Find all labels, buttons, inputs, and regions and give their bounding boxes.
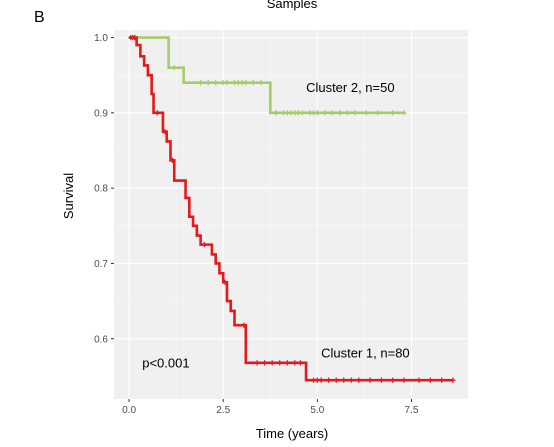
series-2 bbox=[128, 34, 456, 383]
censor-mark bbox=[378, 377, 384, 383]
censor-mark bbox=[390, 110, 396, 116]
censor-mark bbox=[205, 80, 211, 86]
x-axis-title: Time (years) bbox=[256, 426, 328, 441]
y-tick-label: 0.6 bbox=[94, 334, 108, 345]
censor-mark bbox=[222, 279, 228, 285]
censor-mark bbox=[314, 110, 320, 116]
censor-mark bbox=[297, 360, 304, 366]
y-tick-label: 0.7 bbox=[94, 259, 108, 270]
censor-mark bbox=[171, 65, 177, 71]
censor-mark bbox=[201, 242, 207, 248]
censor-mark bbox=[318, 377, 324, 383]
censor-mark bbox=[375, 110, 381, 116]
censor-mark bbox=[254, 360, 260, 366]
censor-mark bbox=[439, 377, 445, 383]
censor-mark bbox=[284, 360, 290, 366]
x-tick-label: 7.5 bbox=[405, 405, 419, 416]
y-axis-title: Survival bbox=[61, 173, 76, 219]
censor-mark bbox=[352, 110, 358, 116]
censor-mark bbox=[341, 377, 347, 383]
series-layer bbox=[128, 34, 456, 383]
chart-title: Samples bbox=[267, 0, 318, 11]
censor-mark bbox=[363, 110, 369, 116]
censor-mark bbox=[273, 110, 279, 116]
censor-mark bbox=[333, 377, 339, 383]
axes: 0.0 2.5 5.0 7.5 0.6 0.7 0.8 0.9 1.0 bbox=[94, 33, 419, 416]
censor-mark bbox=[337, 110, 343, 116]
censor-mark bbox=[326, 377, 332, 383]
censor-mark bbox=[416, 377, 422, 383]
annotation: p<0.001 bbox=[142, 355, 189, 370]
censor-mark bbox=[162, 129, 168, 135]
y-tick-label: 0.8 bbox=[94, 184, 108, 195]
censor-mark bbox=[344, 110, 351, 116]
censor-mark bbox=[427, 377, 433, 383]
survival-curve bbox=[129, 36, 404, 115]
gridlines bbox=[114, 30, 468, 399]
censor-mark bbox=[132, 34, 138, 41]
annotation: Cluster 2, n=50 bbox=[306, 80, 395, 95]
censor-mark bbox=[241, 322, 247, 328]
censor-mark bbox=[329, 110, 336, 116]
survival-curve bbox=[129, 36, 453, 382]
censor-mark bbox=[401, 377, 407, 383]
x-tick-label: 0.0 bbox=[122, 405, 136, 416]
annotation: Cluster 1, n=80 bbox=[321, 346, 410, 361]
censor-mark bbox=[243, 80, 249, 86]
x-tick-label: 5.0 bbox=[310, 405, 324, 416]
censor-mark bbox=[258, 80, 264, 86]
censor-mark bbox=[322, 110, 328, 116]
censor-mark bbox=[348, 377, 354, 383]
panel-label: B bbox=[34, 9, 45, 26]
plot-background bbox=[114, 30, 468, 399]
x-tick-label: 2.5 bbox=[216, 405, 230, 416]
censor-mark bbox=[169, 157, 175, 163]
censor-mark bbox=[250, 80, 256, 86]
censor-mark bbox=[213, 80, 219, 86]
y-tick-label: 0.9 bbox=[94, 108, 108, 119]
censor-mark bbox=[262, 360, 268, 366]
annotations: Cluster 2, n=50 Cluster 1, n=80 p<0.001 bbox=[142, 80, 409, 371]
censor-mark bbox=[269, 360, 275, 366]
censor-mark bbox=[224, 80, 230, 86]
series-1 bbox=[129, 36, 407, 116]
censor-mark bbox=[299, 110, 305, 116]
censor-mark bbox=[277, 360, 283, 366]
censor-mark bbox=[154, 110, 160, 116]
censor-mark bbox=[356, 377, 362, 383]
censor-mark bbox=[390, 377, 396, 383]
censor-mark bbox=[401, 110, 407, 116]
censor-mark bbox=[367, 377, 373, 383]
censor-mark bbox=[292, 360, 298, 366]
y-tick-label: 1.0 bbox=[94, 33, 108, 44]
censor-mark bbox=[198, 80, 204, 86]
censor-mark bbox=[450, 377, 456, 383]
